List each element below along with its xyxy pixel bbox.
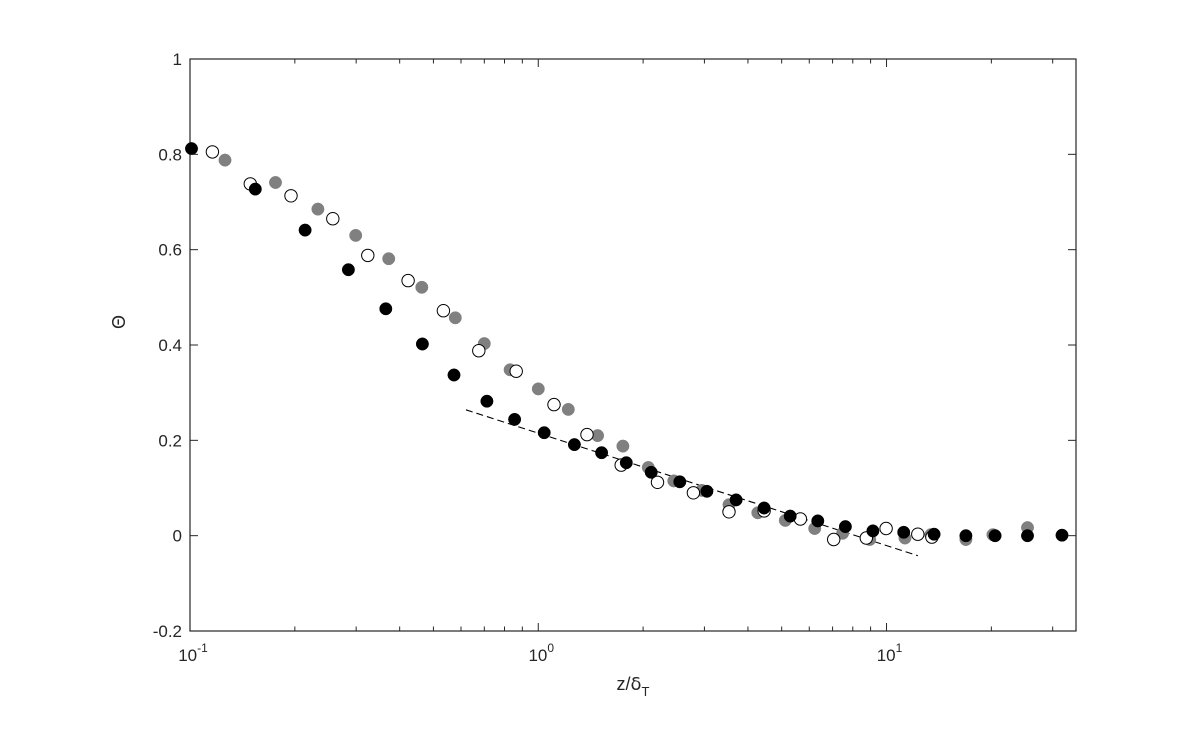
data-point [218,153,232,167]
data-point [827,532,841,547]
y-tick-label: -0.2 [153,622,182,641]
y-tick-label: 0.2 [158,431,182,450]
data-point [415,280,429,294]
data-point [311,202,325,216]
data-point [269,176,282,189]
data-point [673,475,687,489]
data-point [205,145,220,159]
data-point [1055,528,1069,542]
data-point [401,273,415,288]
data-point [580,427,594,442]
x-axis-label: z/δT [617,674,650,699]
data-point [595,446,609,460]
data-point [567,438,581,452]
data-point [561,402,575,416]
x-axis-label-subscript: T [642,684,650,699]
data-point [783,509,797,523]
data-points-layer [185,142,1069,547]
data-point [248,182,262,196]
data-point [537,426,551,440]
data-point [349,228,363,242]
data-point [897,525,911,539]
data-point [650,475,665,489]
data-point [472,344,486,358]
x-axis-label-greek: δ [631,674,642,695]
data-point [838,520,852,534]
data-point [619,456,633,470]
y-tick-label: 1 [173,50,182,69]
data-point [185,142,198,156]
series-2 [205,145,939,547]
plot-area [189,58,1077,632]
axis-ticks-layer [189,58,1076,632]
data-point [959,529,973,543]
y-tick-label: 0.8 [158,145,182,164]
data-point [988,529,1002,543]
data-point [480,394,494,408]
data-point [448,311,462,325]
data-point [284,189,298,203]
data-point [700,484,714,498]
data-point [616,439,630,453]
data-point [379,302,393,316]
data-point [547,397,561,412]
data-point [1021,529,1034,543]
x-axis-label-main: z/ [617,674,631,694]
data-point [298,223,312,237]
data-point [911,527,925,541]
series-3 [185,142,1069,543]
data-point [415,337,429,351]
data-point [326,212,340,226]
data-point [757,501,771,515]
data-point [866,524,880,538]
y-tick-label: 0.4 [158,336,182,355]
data-point [509,364,523,378]
y-axis-label: Θ [109,315,129,329]
x-tick-label: 10-1 [178,641,208,665]
data-point [722,505,736,519]
data-point [361,248,375,263]
data-point [382,252,396,266]
data-point [644,465,658,479]
data-point [927,527,941,541]
y-tick-label: 0.6 [158,241,182,260]
data-point [686,486,701,500]
data-point [508,412,522,426]
data-point [531,382,545,396]
x-tick-label: 101 [877,641,903,665]
tick-labels-layer: -0.2 0 0.2 0.4 0.6 0.8 1 10-1 100 101 [153,50,903,665]
data-point [447,368,461,382]
data-point [879,521,893,536]
data-point [436,304,451,318]
x-tick-label: 100 [528,641,554,665]
data-point [811,514,825,528]
y-tick-label: 0 [173,527,182,546]
data-point [729,493,743,507]
data-point [341,263,355,277]
